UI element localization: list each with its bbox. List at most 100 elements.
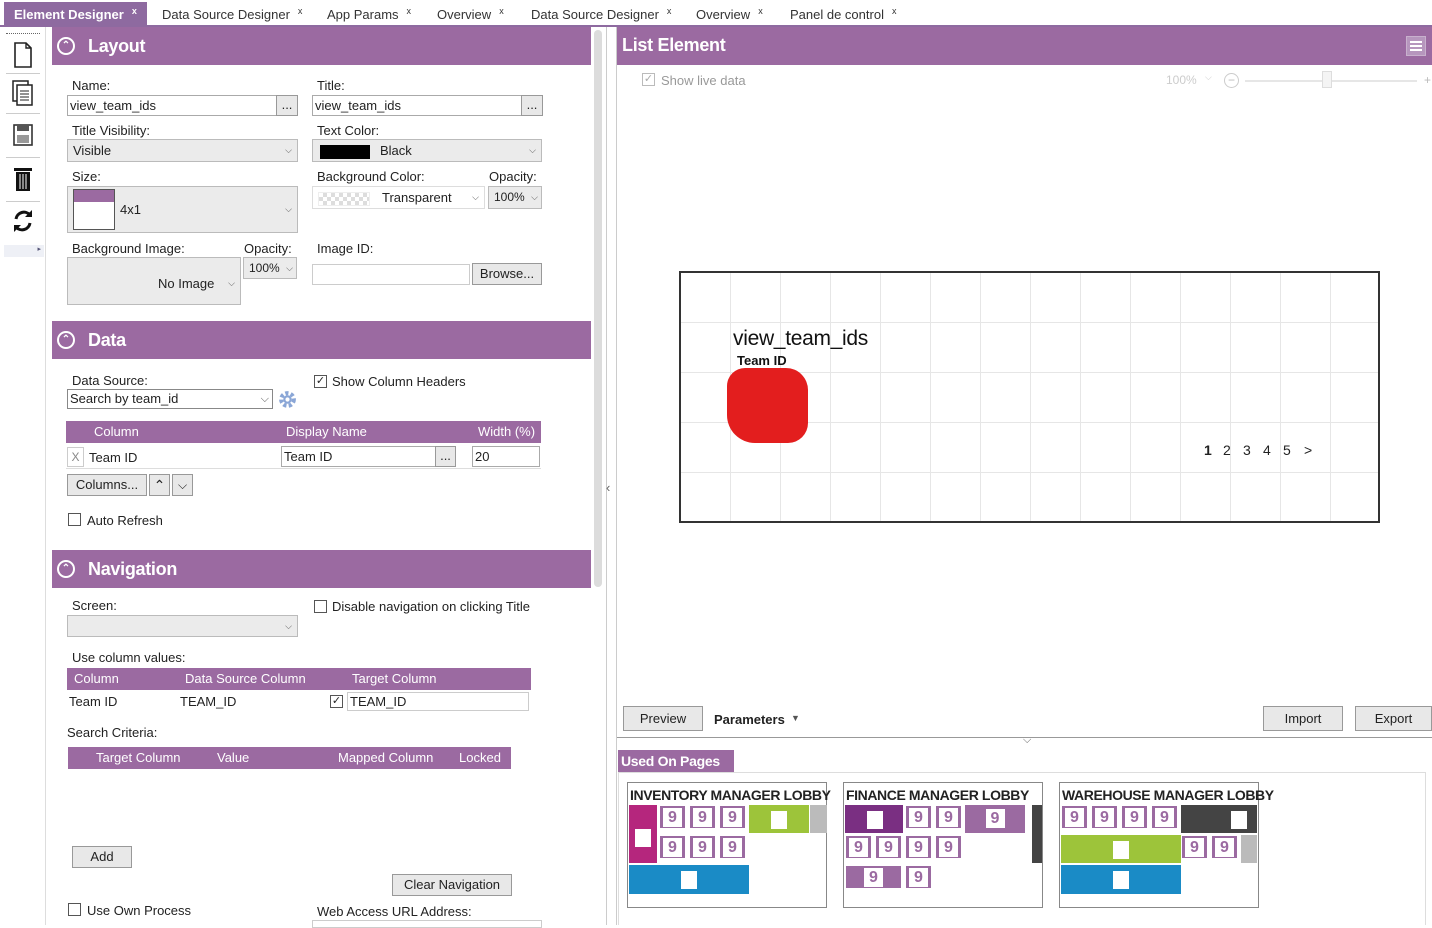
parameters-dropdown-icon[interactable]: ▼ [791,713,800,723]
collapse-down-icon[interactable]: ⌵ [1023,734,1032,746]
browse-button[interactable]: Browse... [472,263,542,285]
document-icon [771,811,787,829]
name-input[interactable]: view_team_ids [67,95,277,116]
import-button[interactable]: Import [1263,706,1343,731]
nav-target-checkbox[interactable]: ✓ [330,695,343,708]
page-4[interactable]: 4 [1263,442,1271,458]
clear-navigation-button[interactable]: Clear Navigation [392,874,512,896]
page-5[interactable]: 5 [1283,442,1291,458]
columns-button[interactable]: Columns... [67,474,147,496]
tile-9: 9 [1091,805,1118,829]
opacity-select[interactable]: 100% ⌵ [488,186,542,209]
navigation-section-header[interactable]: ⌃ Navigation [52,550,591,588]
page-thumbnail-finance[interactable]: FINANCE MANAGER LOBBY 9 9 9 9 9 9 9 9 9 [843,782,1043,908]
tab-panel-de-control[interactable]: Panel de control x [790,6,897,22]
size-label: Size: [72,169,101,184]
page-thumbnail-warehouse[interactable]: WAREHOUSE MANAGER LOBBY 9 9 9 9 9 9 [1059,782,1274,908]
size-select[interactable]: 4x1 ⌵ [67,186,298,233]
tab-element-designer[interactable]: Element Designer x [4,2,147,27]
tile-9: 9 [905,805,932,829]
layout-section-header[interactable]: ⌃ Layout [52,27,591,65]
tile-9: 9 [1151,805,1178,829]
data-section-header[interactable]: ⌃ Data [52,321,591,359]
delete-icon[interactable] [11,165,35,193]
export-button[interactable]: Export [1355,706,1432,731]
display-name-ellipsis-button[interactable]: ... [435,446,456,467]
collapse-toolbar-icon[interactable]: ▸ [4,245,44,257]
add-button[interactable]: Add [72,846,132,868]
bg-opacity-label: Opacity: [244,241,292,256]
data-source-label: Data Source: [72,373,148,388]
columns-grid-row [66,443,541,469]
title-visibility-select[interactable]: Visible ⌵ [67,139,298,162]
page-3[interactable]: 3 [1243,442,1251,458]
bg-opacity-select[interactable]: 100% ⌵ [243,257,297,279]
tab-data-source-designer[interactable]: Data Source Designer x [162,6,303,22]
zoom-slider-handle[interactable] [1322,71,1332,88]
data-source-select[interactable]: Search by team_id ⌵ [67,389,273,409]
collapse-left-icon[interactable]: ‹ [606,480,611,495]
nav-target-input[interactable]: TEAM_ID [347,692,529,711]
show-headers-checkbox[interactable]: ✓ [314,375,327,388]
chevron-down-icon: ⌵ [285,204,292,214]
tile-9: 9 [845,865,902,889]
tab-overview[interactable]: Overview x [437,6,504,22]
chevron-down-icon: ⌵ [285,145,292,155]
tile-blue [1061,865,1181,894]
tab-bar: Element Designer x Data Source Designer x … [0,0,1432,27]
parameters-button[interactable]: Parameters [714,712,785,727]
refresh-icon[interactable] [11,207,35,235]
new-document-icon[interactable] [11,41,35,69]
tile-green [749,805,809,833]
list-element-preview [679,271,1380,523]
show-live-data-checkbox[interactable]: ✓ [642,73,655,86]
copy-document-icon[interactable] [11,79,35,107]
tab-app-params[interactable]: App Params x [327,6,412,22]
chevron-down-icon: ⌵ [286,263,293,273]
name-ellipsis-button[interactable]: ... [276,95,298,116]
preview-button[interactable]: Preview [623,706,703,731]
use-own-process-checkbox[interactable] [68,903,81,916]
move-up-button[interactable]: ⌃ [149,474,170,496]
collapse-icon[interactable]: ⌃ [57,560,75,578]
auto-refresh-checkbox[interactable] [68,513,81,526]
nav-ds-column-cell: TEAM_ID [180,694,237,709]
move-down-button[interactable]: ⌵ [172,474,193,496]
tile-functions [845,805,903,833]
title-label: Title: [317,78,345,93]
tab-data-source-designer-2[interactable]: Data Source Designer x [531,6,672,22]
collapse-icon[interactable]: ⌃ [57,331,75,349]
text-color-select[interactable]: Black ⌵ [312,139,542,162]
menu-icon[interactable] [1406,36,1426,56]
show-headers-label: Show Column Headers [332,374,466,389]
title-input[interactable]: view_team_ids [312,95,522,116]
screen-select[interactable]: ⌵ [67,615,298,637]
tile-9: 9 [689,805,716,829]
splitter [606,27,607,925]
zoom-chevron-icon[interactable]: ⌵ [1205,72,1212,82]
collapse-icon[interactable]: ⌃ [57,37,75,55]
save-icon[interactable] [11,121,35,149]
tile-9: 9 [935,835,962,859]
tab-overview-2[interactable]: Overview x [696,6,763,22]
web-url-input[interactable] [312,920,542,928]
zoom-out-icon[interactable]: − [1224,73,1239,88]
page-1[interactable]: 1 [1204,442,1212,458]
bg-image-select[interactable]: No Image ⌵ [67,257,241,305]
image-id-input[interactable] [312,264,470,285]
zoom-level[interactable]: 100% [1166,73,1197,87]
scrollbar-thumb[interactable] [594,30,602,587]
width-input[interactable]: 20 [472,446,540,467]
page-thumbnail-inventory[interactable]: INVENTORY MANAGER LOBBY 9 9 9 9 9 9 [627,782,831,908]
zoom-in-icon[interactable]: + [1424,73,1432,87]
display-name-input[interactable]: Team ID [281,446,436,467]
color-swatch [320,144,370,159]
auto-refresh-label: Auto Refresh [87,513,163,528]
disable-nav-checkbox[interactable] [314,600,327,613]
page-next[interactable]: > [1304,442,1313,458]
remove-column-button[interactable]: X [67,447,84,467]
page-2[interactable]: 2 [1223,442,1231,458]
settings-gear-icon[interactable] [277,389,298,410]
title-ellipsis-button[interactable]: ... [521,95,543,116]
bg-color-select[interactable]: Transparent ⌵ [312,186,485,209]
